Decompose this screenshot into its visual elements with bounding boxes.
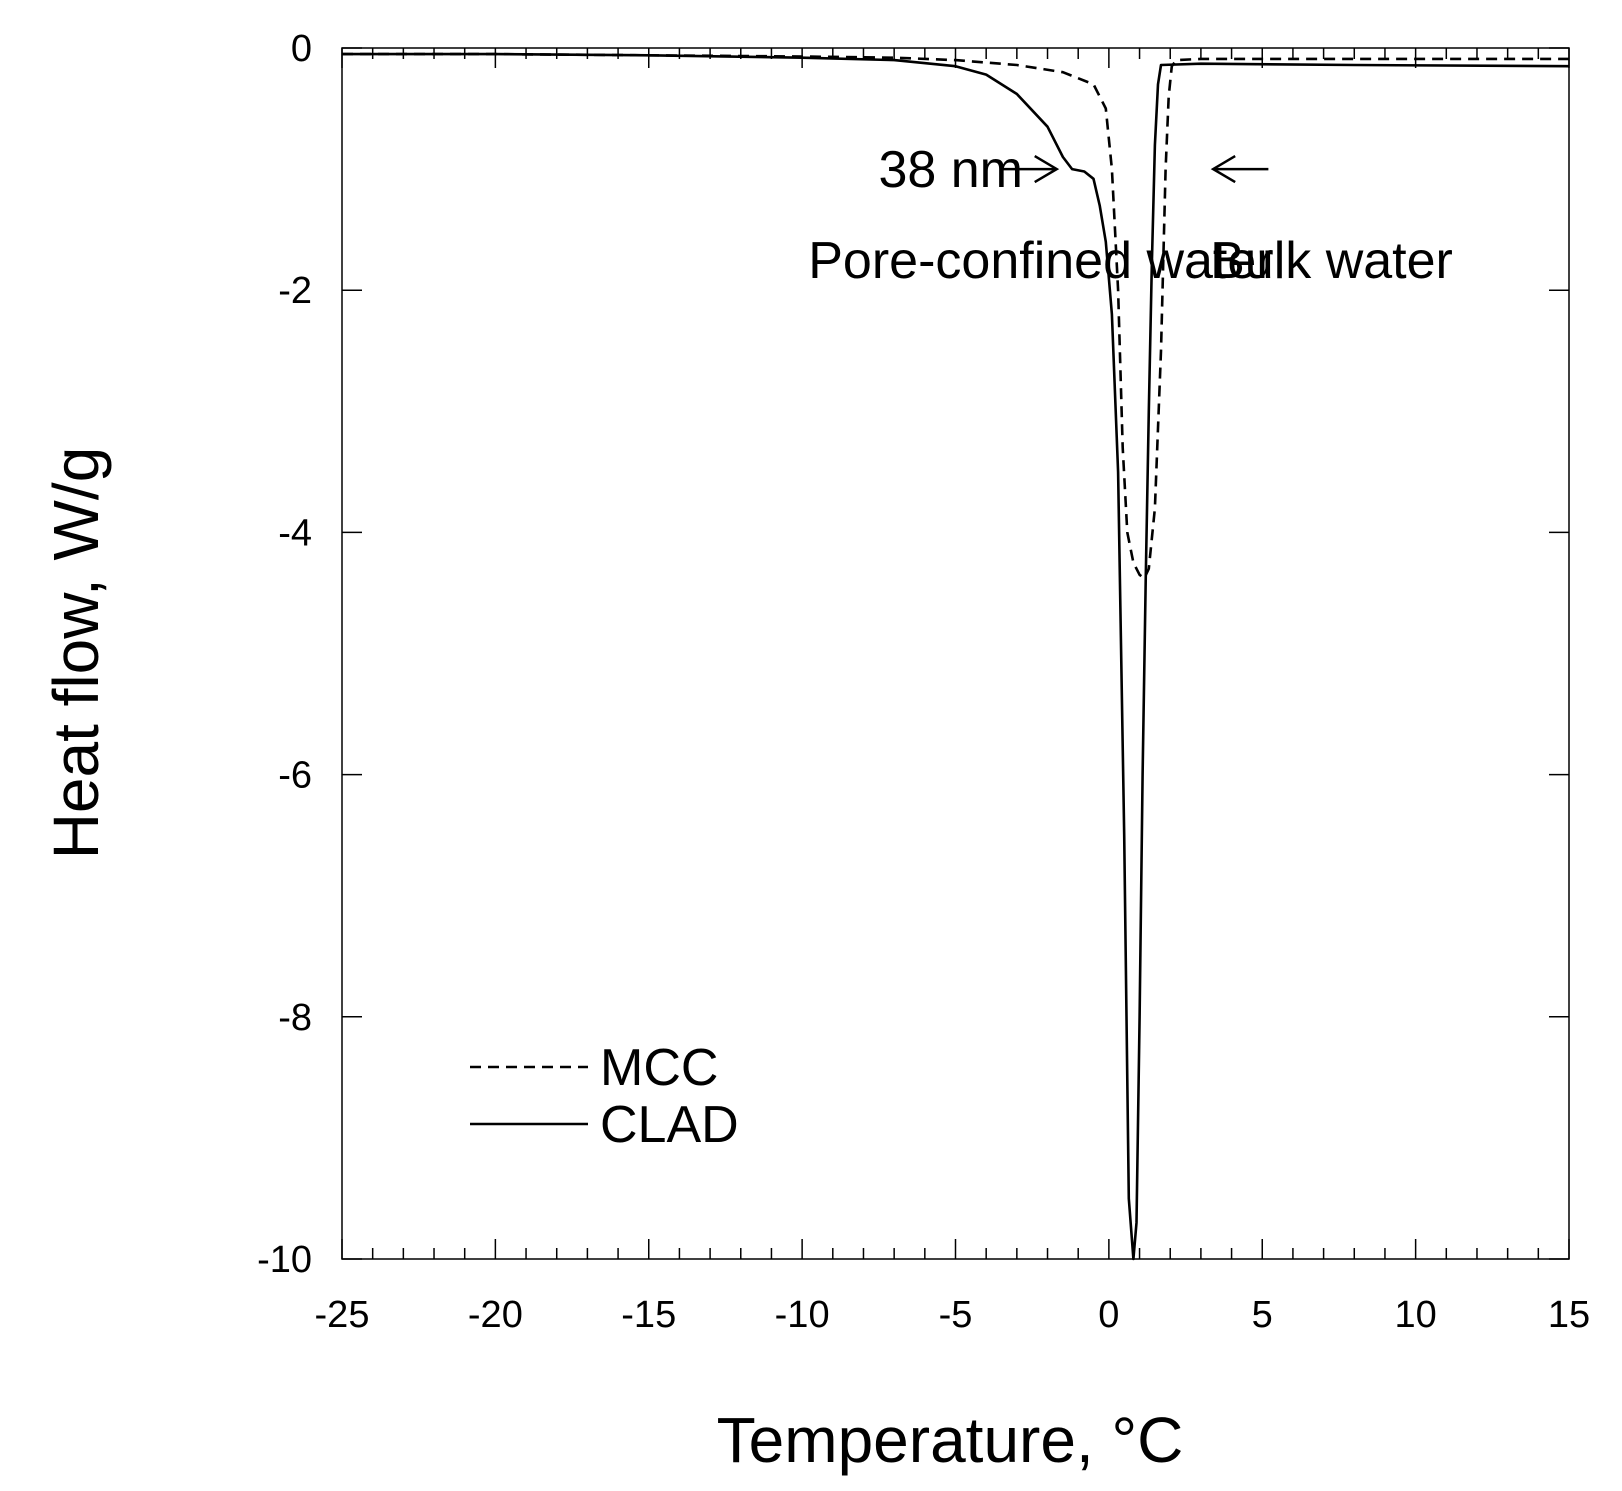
series-lines	[342, 52, 1570, 1261]
x-tick-label: -20	[468, 1294, 523, 1336]
x-tick-label: -10	[775, 1294, 830, 1336]
x-tick-label: 15	[1548, 1294, 1590, 1336]
arrows	[1001, 155, 1269, 184]
y-tick-label: -10	[257, 1239, 312, 1281]
x-tick-label: 0	[1098, 1294, 1119, 1336]
major-ticks	[341, 47, 1570, 1260]
legend-label-mcc: MCC	[600, 1039, 718, 1097]
x-axis-title: Temperature, °C	[717, 1404, 1184, 1476]
x-tick-labels: -25 -20 -15 -10 -5 0 5 10 15	[315, 1294, 1591, 1336]
plot-frame	[341, 47, 1570, 1260]
x-tick-label: -5	[939, 1294, 973, 1336]
arrow-head	[1034, 155, 1060, 184]
legend: MCC CLAD	[470, 1039, 739, 1154]
series-line-clad	[342, 52, 1570, 1261]
x-tick-label: -15	[621, 1294, 676, 1336]
x-tick-label: 5	[1252, 1294, 1273, 1336]
y-tick-label: -8	[278, 997, 312, 1039]
x-tick-label: 10	[1394, 1294, 1436, 1336]
minor-ticks	[371, 48, 1540, 1259]
y-tick-label: 0	[291, 28, 312, 70]
annotation-label: Pore-confined water	[808, 232, 1273, 290]
annotation-label: 38 nm	[878, 141, 1023, 199]
series-line-mcc	[342, 52, 1569, 580]
y-tick-label: -2	[278, 270, 312, 312]
y-tick-labels: 0 -2 -4 -6 -8 -10	[257, 28, 312, 1281]
y-axis-title: Heat flow, W/g	[40, 447, 112, 860]
y-tick-label: -6	[278, 755, 312, 797]
legend-label-clad: CLAD	[600, 1096, 739, 1154]
x-tick-label: -25	[315, 1294, 370, 1336]
arrow-head	[1210, 155, 1236, 184]
y-tick-label: -4	[278, 512, 312, 554]
annotation-label: Bulk water	[1210, 232, 1453, 290]
